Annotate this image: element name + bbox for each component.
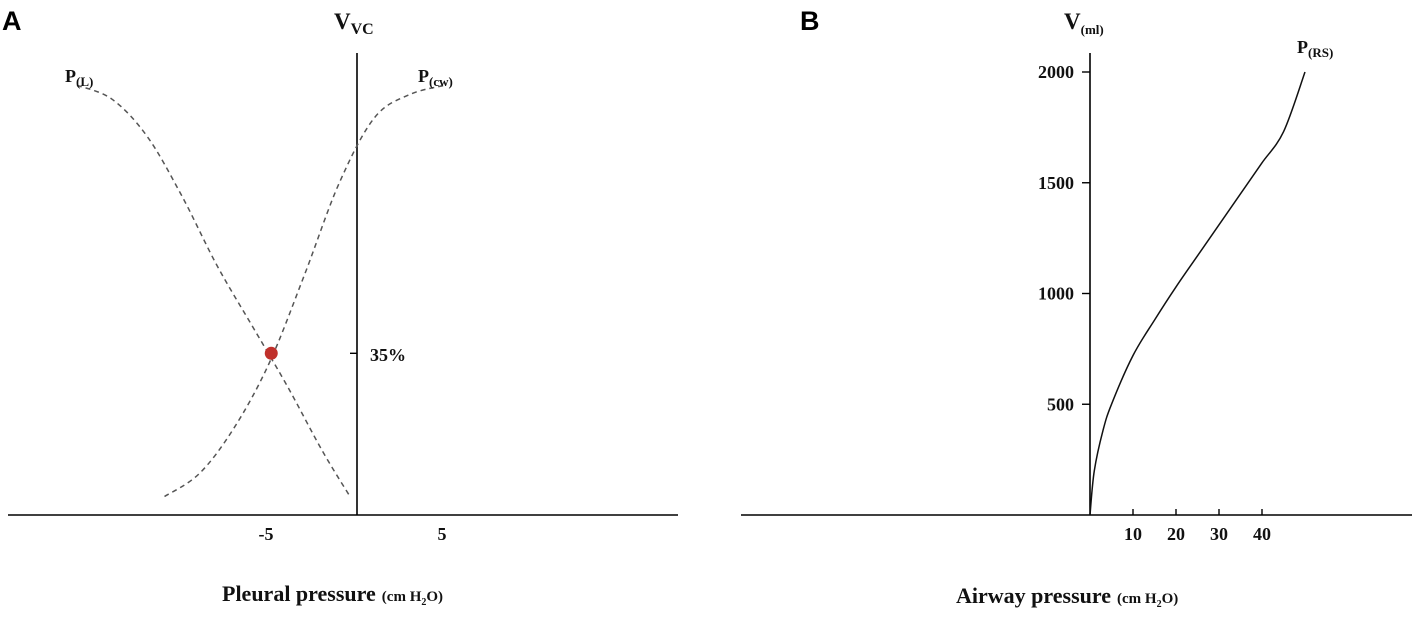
panel-b-letter: B (800, 6, 820, 36)
respiratory-system-pressure-curve (1089, 71, 1306, 516)
panel-b-y-tick: 500 (1047, 394, 1074, 414)
panel-b-x-tick: 30 (1210, 524, 1228, 544)
panel-b-x-tick: 10 (1124, 524, 1142, 544)
panel-b: B V(ml) 500 1000 1500 2000 10 20 30 40 P(RS) A… (741, 6, 1412, 610)
lung-curve-label: P(L) (65, 66, 93, 89)
panel-b-y-tick: 1500 (1038, 173, 1074, 193)
panel-b-y-tick: 2000 (1038, 62, 1074, 82)
panel-a-y-label-sub: VC (351, 21, 374, 38)
panel-b-x-tick: 20 (1167, 524, 1185, 544)
panel-a-letter: A (2, 6, 22, 36)
chest-wall-pressure-curve (164, 84, 445, 498)
equilibrium-marker (264, 346, 278, 360)
panel-a-x-tick: -5 (259, 524, 274, 544)
lung-pressure-curve (76, 84, 351, 497)
panel-a-x-tick: 5 (438, 524, 447, 544)
chest-wall-curve-label: P(cw) (418, 66, 453, 89)
panel-b-x-ticks: 10 20 30 40 (1124, 509, 1271, 544)
rs-curve-label: P(RS) (1297, 37, 1333, 60)
panel-b-y-axis-label: V(ml) (1064, 9, 1104, 37)
equilibrium-label: 35% (370, 345, 406, 365)
panel-b-y-ticks: 500 1000 1500 2000 (1038, 62, 1090, 414)
panel-b-x-tick: 40 (1253, 524, 1271, 544)
panel-b-x-axis-title: Airway pressure (cm H2O) (956, 583, 1178, 610)
panel-a-x-axis-title: Pleural pressure (cm H2O) (222, 581, 443, 608)
panel-b-y-tick: 1000 (1038, 284, 1074, 304)
panel-a-y-label-main: V (334, 9, 351, 34)
panel-a: A VVC P(L) P(cw) 35% -5 5 Pleural pressu… (2, 6, 678, 608)
panel-a-y-axis-label: VVC (334, 9, 374, 38)
